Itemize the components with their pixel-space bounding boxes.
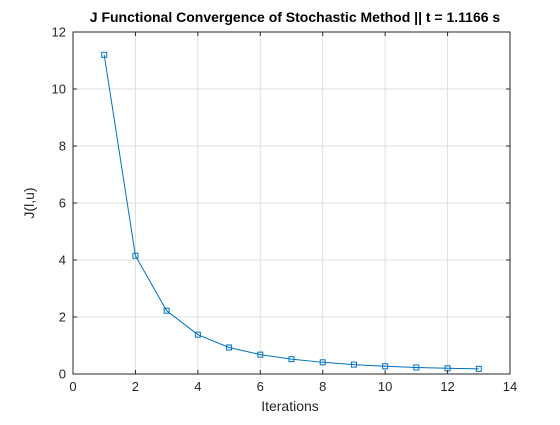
x-tick-label: 4	[194, 379, 201, 394]
x-tick-label: 12	[440, 379, 454, 394]
y-tick-label: 4	[59, 253, 66, 268]
data-point-marker	[413, 364, 420, 371]
y-tick-label: 2	[59, 310, 66, 325]
data-point-marker	[194, 331, 201, 338]
data-point-marker	[257, 351, 264, 358]
data-point-marker	[101, 51, 108, 58]
data-point-marker	[226, 344, 233, 351]
data-point-marker	[350, 361, 357, 368]
x-tick-label: 0	[69, 379, 76, 394]
x-tick-label: 6	[257, 379, 264, 394]
data-point-marker	[132, 252, 139, 259]
data-point-marker	[475, 365, 482, 372]
x-tick-label: 2	[132, 379, 139, 394]
y-tick-label: 0	[59, 367, 66, 382]
data-point-marker	[288, 356, 295, 363]
x-tick-label: 8	[319, 379, 326, 394]
tick-labels: 0 2 4 6 8 10 12 14 0 2 4 6 8 10 12	[52, 25, 518, 395]
data-point-marker	[319, 359, 326, 366]
y-tick-label: 10	[52, 82, 66, 97]
y-tick-label: 8	[59, 139, 66, 154]
x-tick-label: 14	[503, 379, 517, 394]
chart-title: J Functional Convergence of Stochastic M…	[90, 9, 501, 25]
grid	[73, 32, 510, 374]
series-line	[103, 54, 479, 370]
data-point-marker	[163, 307, 170, 314]
axis-ticks	[72, 31, 511, 375]
y-axis-label: J(l,u)	[21, 187, 37, 218]
y-tick-label: 12	[52, 25, 66, 40]
x-tick-label: 10	[378, 379, 392, 394]
y-tick-label: 6	[59, 196, 66, 211]
data-point-marker	[382, 363, 389, 370]
x-axis-label: Iterations	[261, 398, 319, 414]
series-layer	[101, 51, 482, 372]
